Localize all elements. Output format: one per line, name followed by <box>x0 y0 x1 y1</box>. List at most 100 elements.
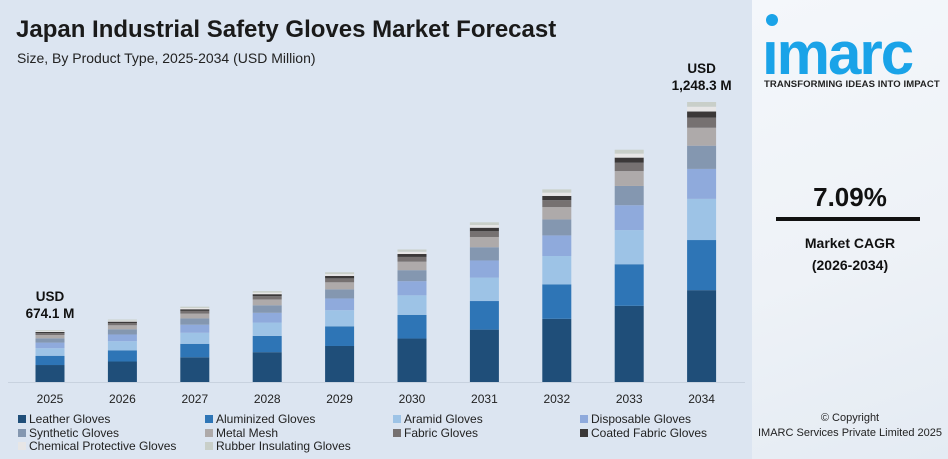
bar-segment-2026-2 <box>107 341 137 351</box>
legend-label: Synthetic Gloves <box>29 425 120 440</box>
bar-segment-2026-4 <box>107 329 137 335</box>
bar-segment-2029-4 <box>325 289 355 299</box>
bar-segment-2032-2 <box>542 256 572 285</box>
bar-segment-2030-4 <box>397 270 427 282</box>
legend-swatch <box>205 415 213 423</box>
bar-plot: 2025 2026 2027 2028 2029 2030 2031 2032 2033 2034 <box>8 102 745 406</box>
bar-segment-2026-1 <box>107 350 137 362</box>
bar-segment-2025-1 <box>35 355 65 366</box>
legend-label: Disposable Gloves <box>591 412 692 426</box>
bar-segment-2025-0 <box>35 365 65 382</box>
bar-segment-2027-2 <box>180 332 210 344</box>
legend-label: Rubber Insulating Gloves <box>216 439 351 453</box>
bar-segment-2029-0 <box>325 345 355 382</box>
legend-item: Disposable Gloves <box>580 412 691 426</box>
legend-item: Chemical Protective Gloves <box>18 439 176 453</box>
bar-segment-2034-0 <box>687 290 717 382</box>
total-label-line2: 674.1 M <box>25 306 75 322</box>
x-tick-label: 2030 <box>399 392 426 406</box>
divider <box>776 217 920 221</box>
bar-segment-2028-6 <box>252 296 282 300</box>
bar-segment-2029-9 <box>325 272 355 275</box>
bar-segment-2031-0 <box>469 329 499 382</box>
copyright-line2: IMARC Services Private Limited 2025 <box>757 427 942 439</box>
bar-segment-2027-4 <box>180 318 210 325</box>
bar-segment-2030-6 <box>397 256 427 262</box>
cagr-label-text: Market CAGR <box>804 235 896 251</box>
bar-segment-2031-6 <box>469 231 499 237</box>
bar-segment-2032-3 <box>542 235 572 257</box>
bar-segment-2034-9 <box>687 102 717 107</box>
bar-segment-2033-9 <box>614 149 644 154</box>
bar-segment-2034-2 <box>687 198 717 241</box>
legend-label: Fabric Gloves <box>404 425 479 440</box>
cagr-period: (2026-2034) <box>811 257 889 273</box>
bar-segment-2034-4 <box>687 145 717 169</box>
x-tick-label: 2029 <box>326 392 353 406</box>
x-tick-label: 2034 <box>688 392 715 406</box>
x-tick-label: 2027 <box>181 392 208 406</box>
bar-segment-2028-8 <box>252 292 282 295</box>
bar-segment-2029-1 <box>325 326 355 346</box>
bar-segment-2025-9 <box>35 330 65 332</box>
legend-swatch <box>205 442 213 450</box>
bar-segment-2031-4 <box>469 247 499 261</box>
legend-item: Leather Gloves <box>18 412 110 426</box>
legend-item: Fabric Gloves <box>393 426 478 440</box>
bar-segment-2034-6 <box>687 117 717 128</box>
bar-segment-2032-1 <box>542 284 572 319</box>
bar-segment-2033-5 <box>614 171 644 186</box>
bar-segment-2025-7 <box>35 332 65 334</box>
side-panel: ımarc TRANSFORMING IDEAS INTO IMPACT 7.0… <box>752 0 948 459</box>
bar-segment-2031-5 <box>469 236 499 248</box>
bar-segment-2030-1 <box>397 314 427 339</box>
bar-segment-2028-1 <box>252 335 282 353</box>
bar-segment-2032-6 <box>542 200 572 208</box>
legend-label: Coated Fabric Gloves <box>591 425 708 440</box>
bar-segment-2031-9 <box>469 222 499 226</box>
bar-segment-2027-1 <box>180 343 210 358</box>
copyright-line1: © Copyright <box>820 412 880 424</box>
total-label: USD 1,248.3 M <box>652 60 752 94</box>
total-label: USD 674.1 M <box>0 288 100 322</box>
legend-swatch <box>18 415 26 423</box>
bar-segment-2027-7 <box>180 309 210 311</box>
bar-segment-2026-6 <box>107 323 137 326</box>
bar-segment-2030-2 <box>397 295 427 315</box>
bar-segment-2027-8 <box>180 307 210 310</box>
bar-segment-2025-5 <box>35 335 65 339</box>
bar-segment-2033-7 <box>614 157 644 163</box>
bar-segment-2030-5 <box>397 261 427 271</box>
x-tick-label: 2028 <box>254 392 281 406</box>
bar-segment-2026-7 <box>107 321 137 324</box>
bar-segment-2032-8 <box>542 192 572 196</box>
bar-segment-2034-1 <box>687 240 717 291</box>
bar-segment-2028-2 <box>252 322 282 336</box>
bar-segment-2031-2 <box>469 277 499 302</box>
bar-segment-2029-7 <box>325 275 355 279</box>
legend-swatch <box>205 428 213 437</box>
bar-segment-2029-5 <box>325 282 355 290</box>
legend-item: Aramid Gloves <box>393 412 483 426</box>
bar-segment-2032-9 <box>542 189 572 193</box>
legend-label: Chemical Protective Gloves <box>29 439 177 453</box>
bar-segment-2034-7 <box>687 111 717 118</box>
bar-segment-2030-3 <box>397 281 427 296</box>
bar-segment-2028-5 <box>252 299 282 306</box>
total-label-line1: USD <box>35 289 65 305</box>
bar-segment-2033-1 <box>614 264 644 306</box>
legend-label: Aluminized Gloves <box>216 412 316 426</box>
total-label-line2: 1,248.3 M <box>671 78 732 93</box>
copyright: © Copyright IMARC Services Private Limit… <box>752 411 948 441</box>
bar-segment-2027-9 <box>180 306 210 308</box>
legend-label: Metal Mesh <box>216 425 279 440</box>
legend-swatch <box>18 428 26 437</box>
bar-segment-2033-8 <box>614 153 644 158</box>
bar-segment-2027-5 <box>180 313 210 319</box>
legend-swatch <box>18 442 26 450</box>
legend-item: Synthetic Gloves <box>18 426 119 440</box>
bar-segment-2034-5 <box>687 127 717 146</box>
chart-subtitle: Size, By Product Type, 2025-2034 (USD Mi… <box>17 50 316 66</box>
bar-segment-2026-5 <box>107 325 137 330</box>
bar-segment-2033-0 <box>614 305 644 382</box>
